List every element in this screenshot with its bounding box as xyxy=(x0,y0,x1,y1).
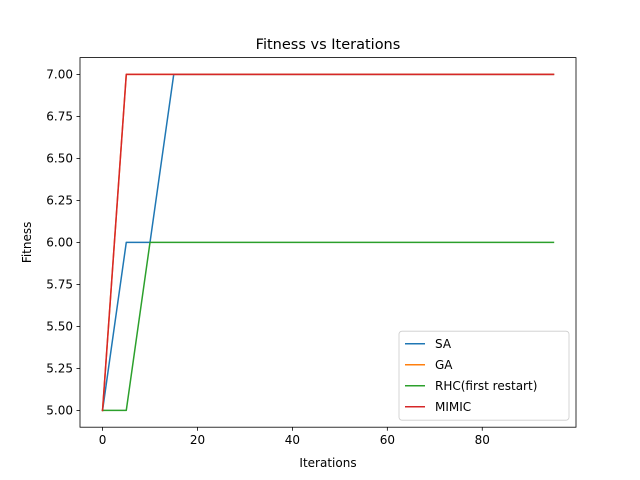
series-line-mimic xyxy=(101,73,555,412)
x-tick-label: 80 xyxy=(475,433,490,447)
y-tick-label: 6.50 xyxy=(46,152,73,166)
x-tick-label: 20 xyxy=(190,433,205,447)
y-axis-ticks: 5.00 5.25 5.50 5.75 6.00 6.25 6.50 6.75 7.00 xyxy=(46,68,80,418)
y-tick-label: 5.50 xyxy=(46,320,73,334)
legend-label-mimic: MIMIC xyxy=(435,400,471,414)
x-axis-label: Iterations xyxy=(299,456,356,470)
y-tick-label: 5.25 xyxy=(46,362,73,376)
series-layer xyxy=(101,73,555,412)
chart-title: Fitness vs Iterations xyxy=(256,37,401,53)
legend-label-rhc-first-restart: RHC(first restart) xyxy=(435,379,537,393)
y-tick-label: 5.00 xyxy=(46,404,73,418)
x-tick-label: 60 xyxy=(380,433,395,447)
x-tick-label: 40 xyxy=(285,433,300,447)
x-axis-ticks: 0 20 40 60 80 xyxy=(99,427,490,447)
series-line-rhc-first-restart xyxy=(101,241,555,412)
legend-label-sa: SA xyxy=(435,337,452,351)
y-tick-label: 7.00 xyxy=(46,68,73,82)
x-tick-label: 0 xyxy=(99,433,107,447)
y-tick-label: 6.75 xyxy=(46,110,73,124)
y-tick-label: 5.75 xyxy=(46,278,73,292)
y-tick-label: 6.00 xyxy=(46,236,73,250)
legend-box xyxy=(398,330,570,421)
legend: SA GA RHC(first restart) MIMIC xyxy=(398,330,570,421)
y-axis-label: Fitness xyxy=(20,222,34,264)
y-tick-label: 6.25 xyxy=(46,194,73,208)
legend-label-ga: GA xyxy=(435,358,453,372)
